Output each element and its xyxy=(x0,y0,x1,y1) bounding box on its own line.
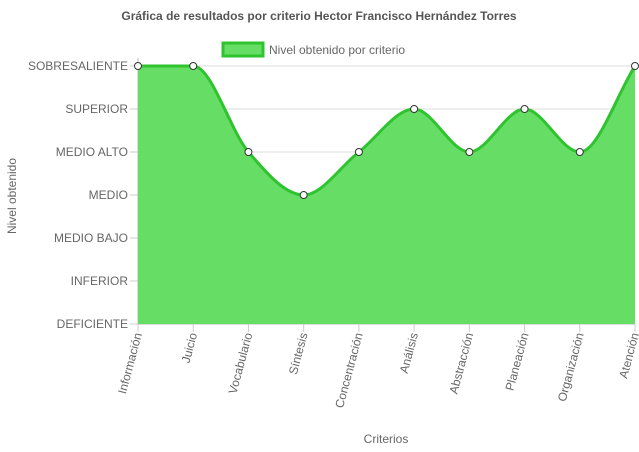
legend-label: Nivel obtenido por criterio xyxy=(269,43,405,57)
data-point[interactable] xyxy=(631,62,639,70)
series-area xyxy=(138,66,635,324)
data-point[interactable] xyxy=(465,148,474,156)
data-point[interactable] xyxy=(299,191,308,199)
y-tick-label: INFERIOR xyxy=(71,274,129,288)
y-axis-ticks: DEFICIENTE INFERIOR MEDIO BAJO MEDIO MEDIO A… xyxy=(28,59,128,331)
x-tick-label: Organización xyxy=(555,331,587,403)
y-tick-label: SOBRESALIENTE xyxy=(28,59,128,73)
x-tick-label: Información xyxy=(115,331,145,395)
x-tick-label: Juicio xyxy=(179,331,201,365)
y-tick-label: SUPERIOR xyxy=(65,102,128,116)
x-axis-label: Criterios xyxy=(364,432,409,446)
x-axis-ticks: Información Juicio Vocabulario Síntesis Conc… xyxy=(115,324,639,410)
legend-swatch xyxy=(221,41,265,58)
x-tick-label: Planeación xyxy=(503,331,532,392)
y-tick-label: MEDIO ALTO xyxy=(56,145,128,159)
data-point[interactable] xyxy=(410,105,419,113)
x-tick-label: Abstracción xyxy=(446,331,476,395)
x-tick-label: Vocabulario xyxy=(226,331,256,396)
series-line xyxy=(138,64,637,197)
data-point[interactable] xyxy=(134,62,142,70)
y-tick-label: MEDIO xyxy=(89,188,128,202)
x-tick-label: Atención xyxy=(616,331,639,380)
y-tick-label: MEDIO BAJO xyxy=(54,231,128,245)
x-tick-label: Análisis xyxy=(397,331,421,375)
data-point[interactable] xyxy=(520,105,529,113)
data-point[interactable] xyxy=(189,62,198,70)
x-tick-label: Concentración xyxy=(332,331,366,409)
y-tick-label: DEFICIENTE xyxy=(57,317,128,331)
series-points xyxy=(134,62,639,199)
chart-title: Gráfica de resultados por criterio Hecto… xyxy=(121,9,517,23)
data-point[interactable] xyxy=(575,148,584,156)
x-tick-label: Síntesis xyxy=(286,331,311,376)
y-axis-label: Nivel obtenido xyxy=(5,158,19,234)
data-point[interactable] xyxy=(244,148,253,156)
legend[interactable]: Nivel obtenido por criterio xyxy=(221,41,405,58)
data-point[interactable] xyxy=(354,148,363,156)
